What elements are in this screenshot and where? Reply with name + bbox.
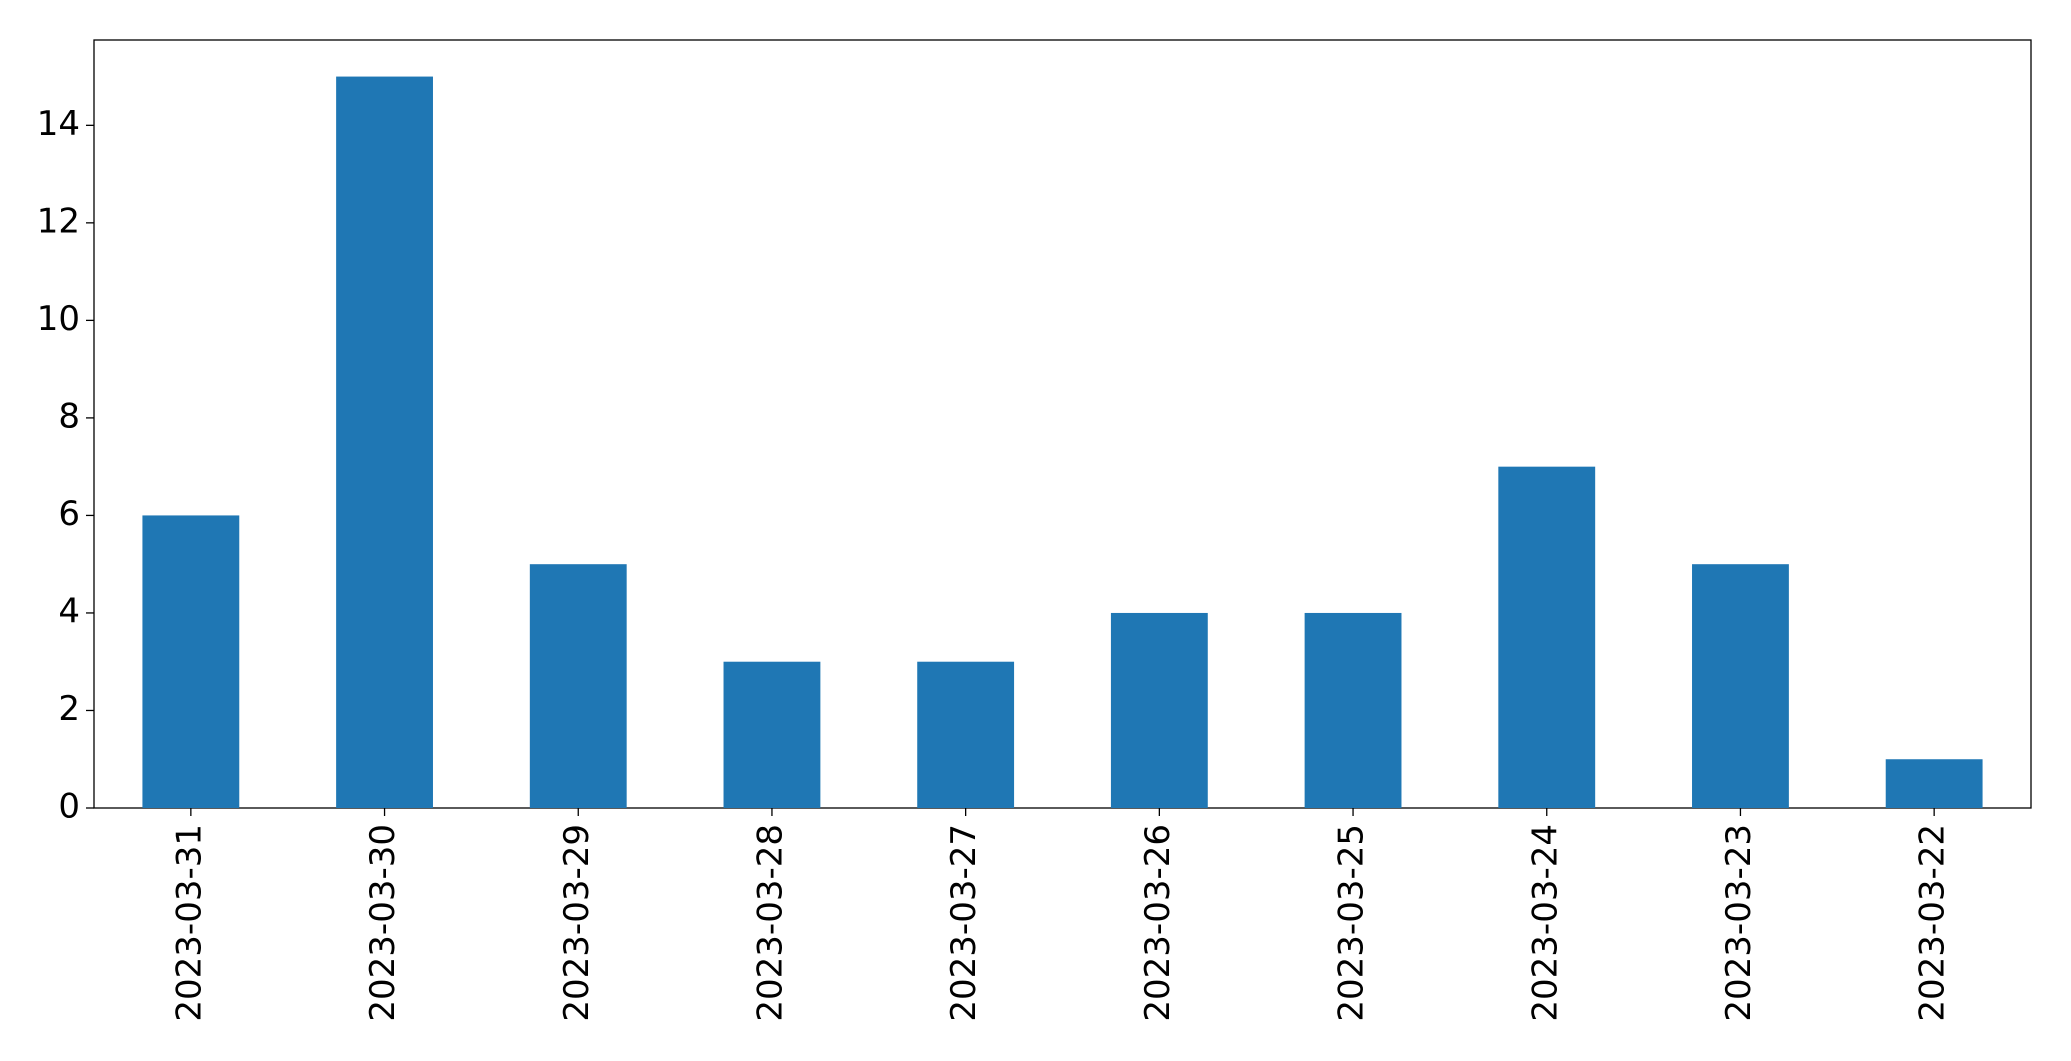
plot-frame — [93, 39, 2032, 809]
y-tick-label: 6 — [58, 494, 80, 534]
x-tick-label: 2023-03-26 — [1138, 824, 1178, 1022]
y-tick-label: 2 — [58, 689, 80, 729]
bar — [1885, 759, 1983, 808]
x-tick-label: 2023-03-31 — [169, 824, 209, 1022]
bar — [917, 661, 1015, 808]
y-tick-label: 0 — [58, 787, 80, 827]
bar — [1498, 466, 1596, 808]
y-tick-label: 12 — [37, 201, 80, 241]
y-tick-label: 4 — [58, 591, 80, 631]
x-tick-label: 2023-03-22 — [1913, 824, 1953, 1022]
x-tick-label: 2023-03-25 — [1332, 824, 1372, 1022]
y-tick-label: 14 — [37, 104, 80, 144]
bar — [336, 76, 433, 809]
x-tick-label: 2023-03-23 — [1719, 824, 1759, 1022]
bar — [1304, 612, 1402, 808]
bar — [723, 661, 821, 808]
bar — [529, 564, 627, 808]
bar — [1692, 564, 1789, 808]
y-tick-label: 8 — [58, 396, 80, 436]
bar — [142, 515, 240, 808]
bar — [1110, 612, 1208, 808]
x-tick-label: 2023-03-30 — [363, 824, 403, 1022]
x-tick-label: 2023-03-27 — [944, 824, 984, 1022]
x-tick-label: 2023-03-24 — [1525, 824, 1565, 1022]
x-tick-label: 2023-03-29 — [557, 824, 597, 1022]
x-tick-label: 2023-03-28 — [750, 824, 790, 1022]
y-tick-label: 10 — [37, 299, 80, 339]
